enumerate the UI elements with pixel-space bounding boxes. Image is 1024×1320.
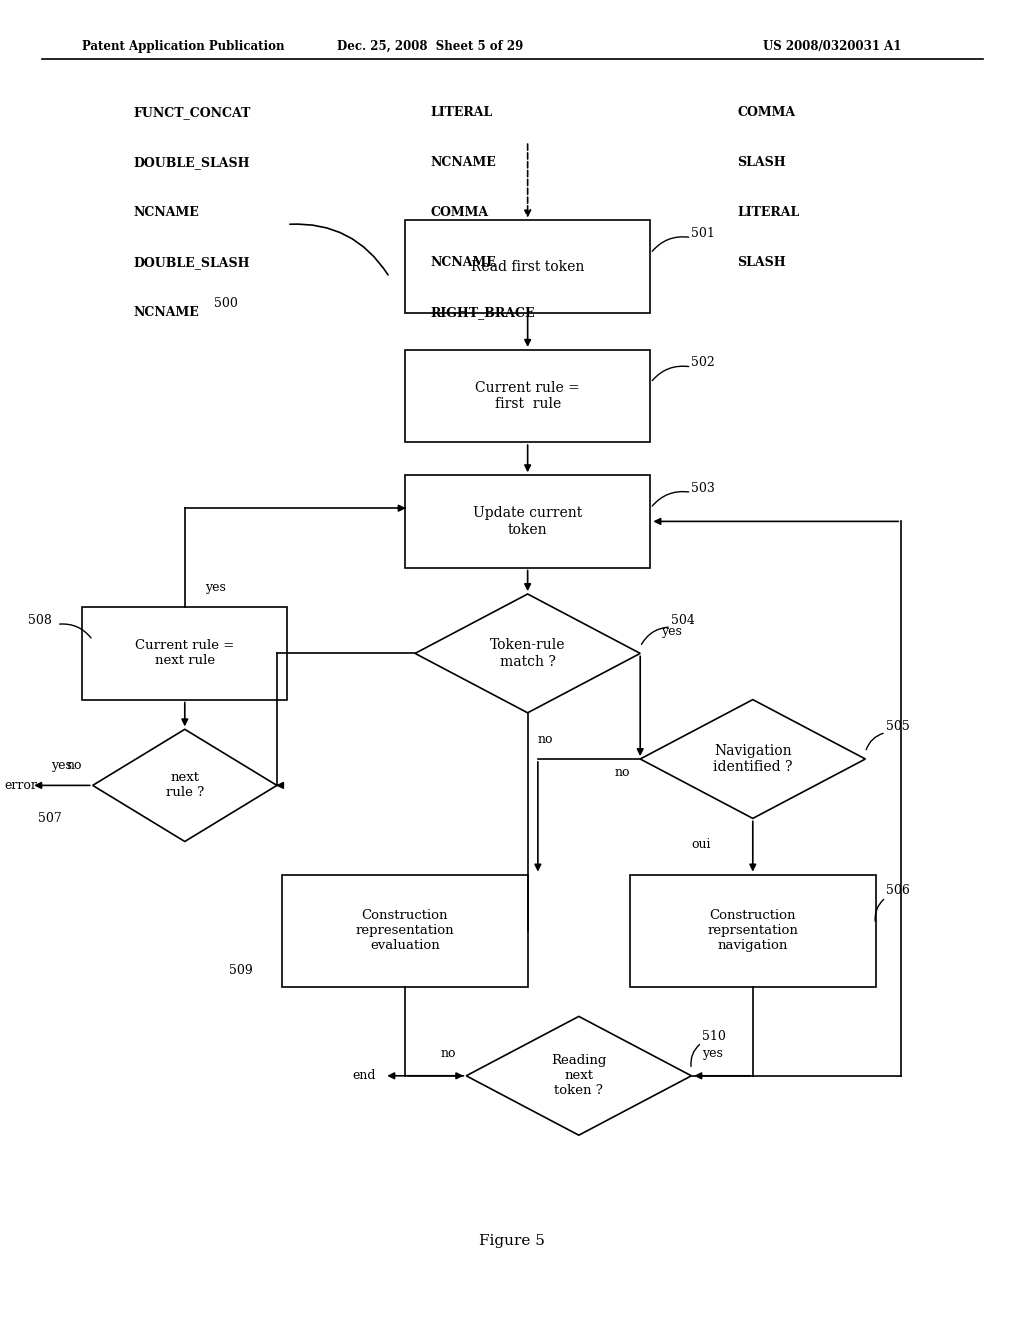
Text: 507: 507 (38, 812, 62, 825)
Text: 508: 508 (28, 614, 52, 627)
Text: LITERAL: LITERAL (430, 106, 493, 119)
Text: 504: 504 (671, 614, 695, 627)
Text: Figure 5: Figure 5 (479, 1234, 545, 1247)
Text: 501: 501 (691, 227, 715, 240)
Polygon shape (640, 700, 865, 818)
Text: 510: 510 (701, 1030, 725, 1043)
Text: no: no (538, 733, 553, 746)
Polygon shape (466, 1016, 691, 1135)
Text: RIGHT_BRACE: RIGHT_BRACE (430, 306, 535, 319)
Text: 500: 500 (214, 297, 238, 310)
Text: Patent Application Publication: Patent Application Publication (83, 40, 285, 53)
Text: Current rule =
next rule: Current rule = next rule (135, 639, 234, 668)
Text: COMMA: COMMA (737, 106, 796, 119)
FancyBboxPatch shape (83, 607, 287, 700)
Text: FUNCT_CONCAT: FUNCT_CONCAT (133, 106, 251, 119)
Text: SLASH: SLASH (737, 256, 786, 269)
FancyBboxPatch shape (282, 874, 527, 987)
Text: 503: 503 (691, 482, 715, 495)
Text: DOUBLE_SLASH: DOUBLE_SLASH (133, 156, 250, 169)
Text: yes: yes (701, 1047, 723, 1060)
Text: Token-rule
match ?: Token-rule match ? (489, 639, 565, 668)
Text: Current rule =
first  rule: Current rule = first rule (475, 381, 580, 411)
Text: end: end (352, 1069, 376, 1082)
Text: COMMA: COMMA (430, 206, 488, 219)
Text: yes: yes (660, 624, 682, 638)
Text: Reading
next
token ?: Reading next token ? (551, 1055, 606, 1097)
Polygon shape (415, 594, 640, 713)
Text: NCNAME: NCNAME (430, 156, 497, 169)
Text: NCNAME: NCNAME (133, 206, 200, 219)
Text: SLASH: SLASH (737, 156, 786, 169)
FancyBboxPatch shape (404, 220, 650, 313)
Text: no: no (614, 766, 630, 779)
Polygon shape (93, 729, 276, 842)
Text: US 2008/0320031 A1: US 2008/0320031 A1 (763, 40, 901, 53)
FancyBboxPatch shape (404, 350, 650, 442)
Text: error: error (4, 779, 38, 792)
Text: Navigation
identified ?: Navigation identified ? (713, 744, 793, 774)
FancyBboxPatch shape (404, 475, 650, 568)
Text: next
rule ?: next rule ? (166, 771, 204, 800)
Text: Update current
token: Update current token (473, 507, 583, 536)
Text: Dec. 25, 2008  Sheet 5 of 29: Dec. 25, 2008 Sheet 5 of 29 (337, 40, 523, 53)
Text: oui: oui (692, 838, 712, 851)
Text: Construction
representation
evaluation: Construction representation evaluation (355, 909, 454, 952)
Text: DOUBLE_SLASH: DOUBLE_SLASH (133, 256, 250, 269)
Text: 509: 509 (229, 964, 253, 977)
Text: LITERAL: LITERAL (737, 206, 800, 219)
Text: no: no (67, 759, 83, 772)
Text: yes: yes (205, 581, 226, 594)
FancyBboxPatch shape (630, 874, 876, 987)
Text: Read first token: Read first token (471, 260, 585, 273)
Text: Construction
reprsentation
navigation: Construction reprsentation navigation (708, 909, 799, 952)
Text: 505: 505 (886, 719, 909, 733)
Text: no: no (440, 1047, 456, 1060)
Text: 502: 502 (691, 356, 715, 370)
Text: yes: yes (51, 759, 73, 772)
Text: 506: 506 (886, 884, 909, 898)
Text: NCNAME: NCNAME (430, 256, 497, 269)
Text: NCNAME: NCNAME (133, 306, 200, 319)
